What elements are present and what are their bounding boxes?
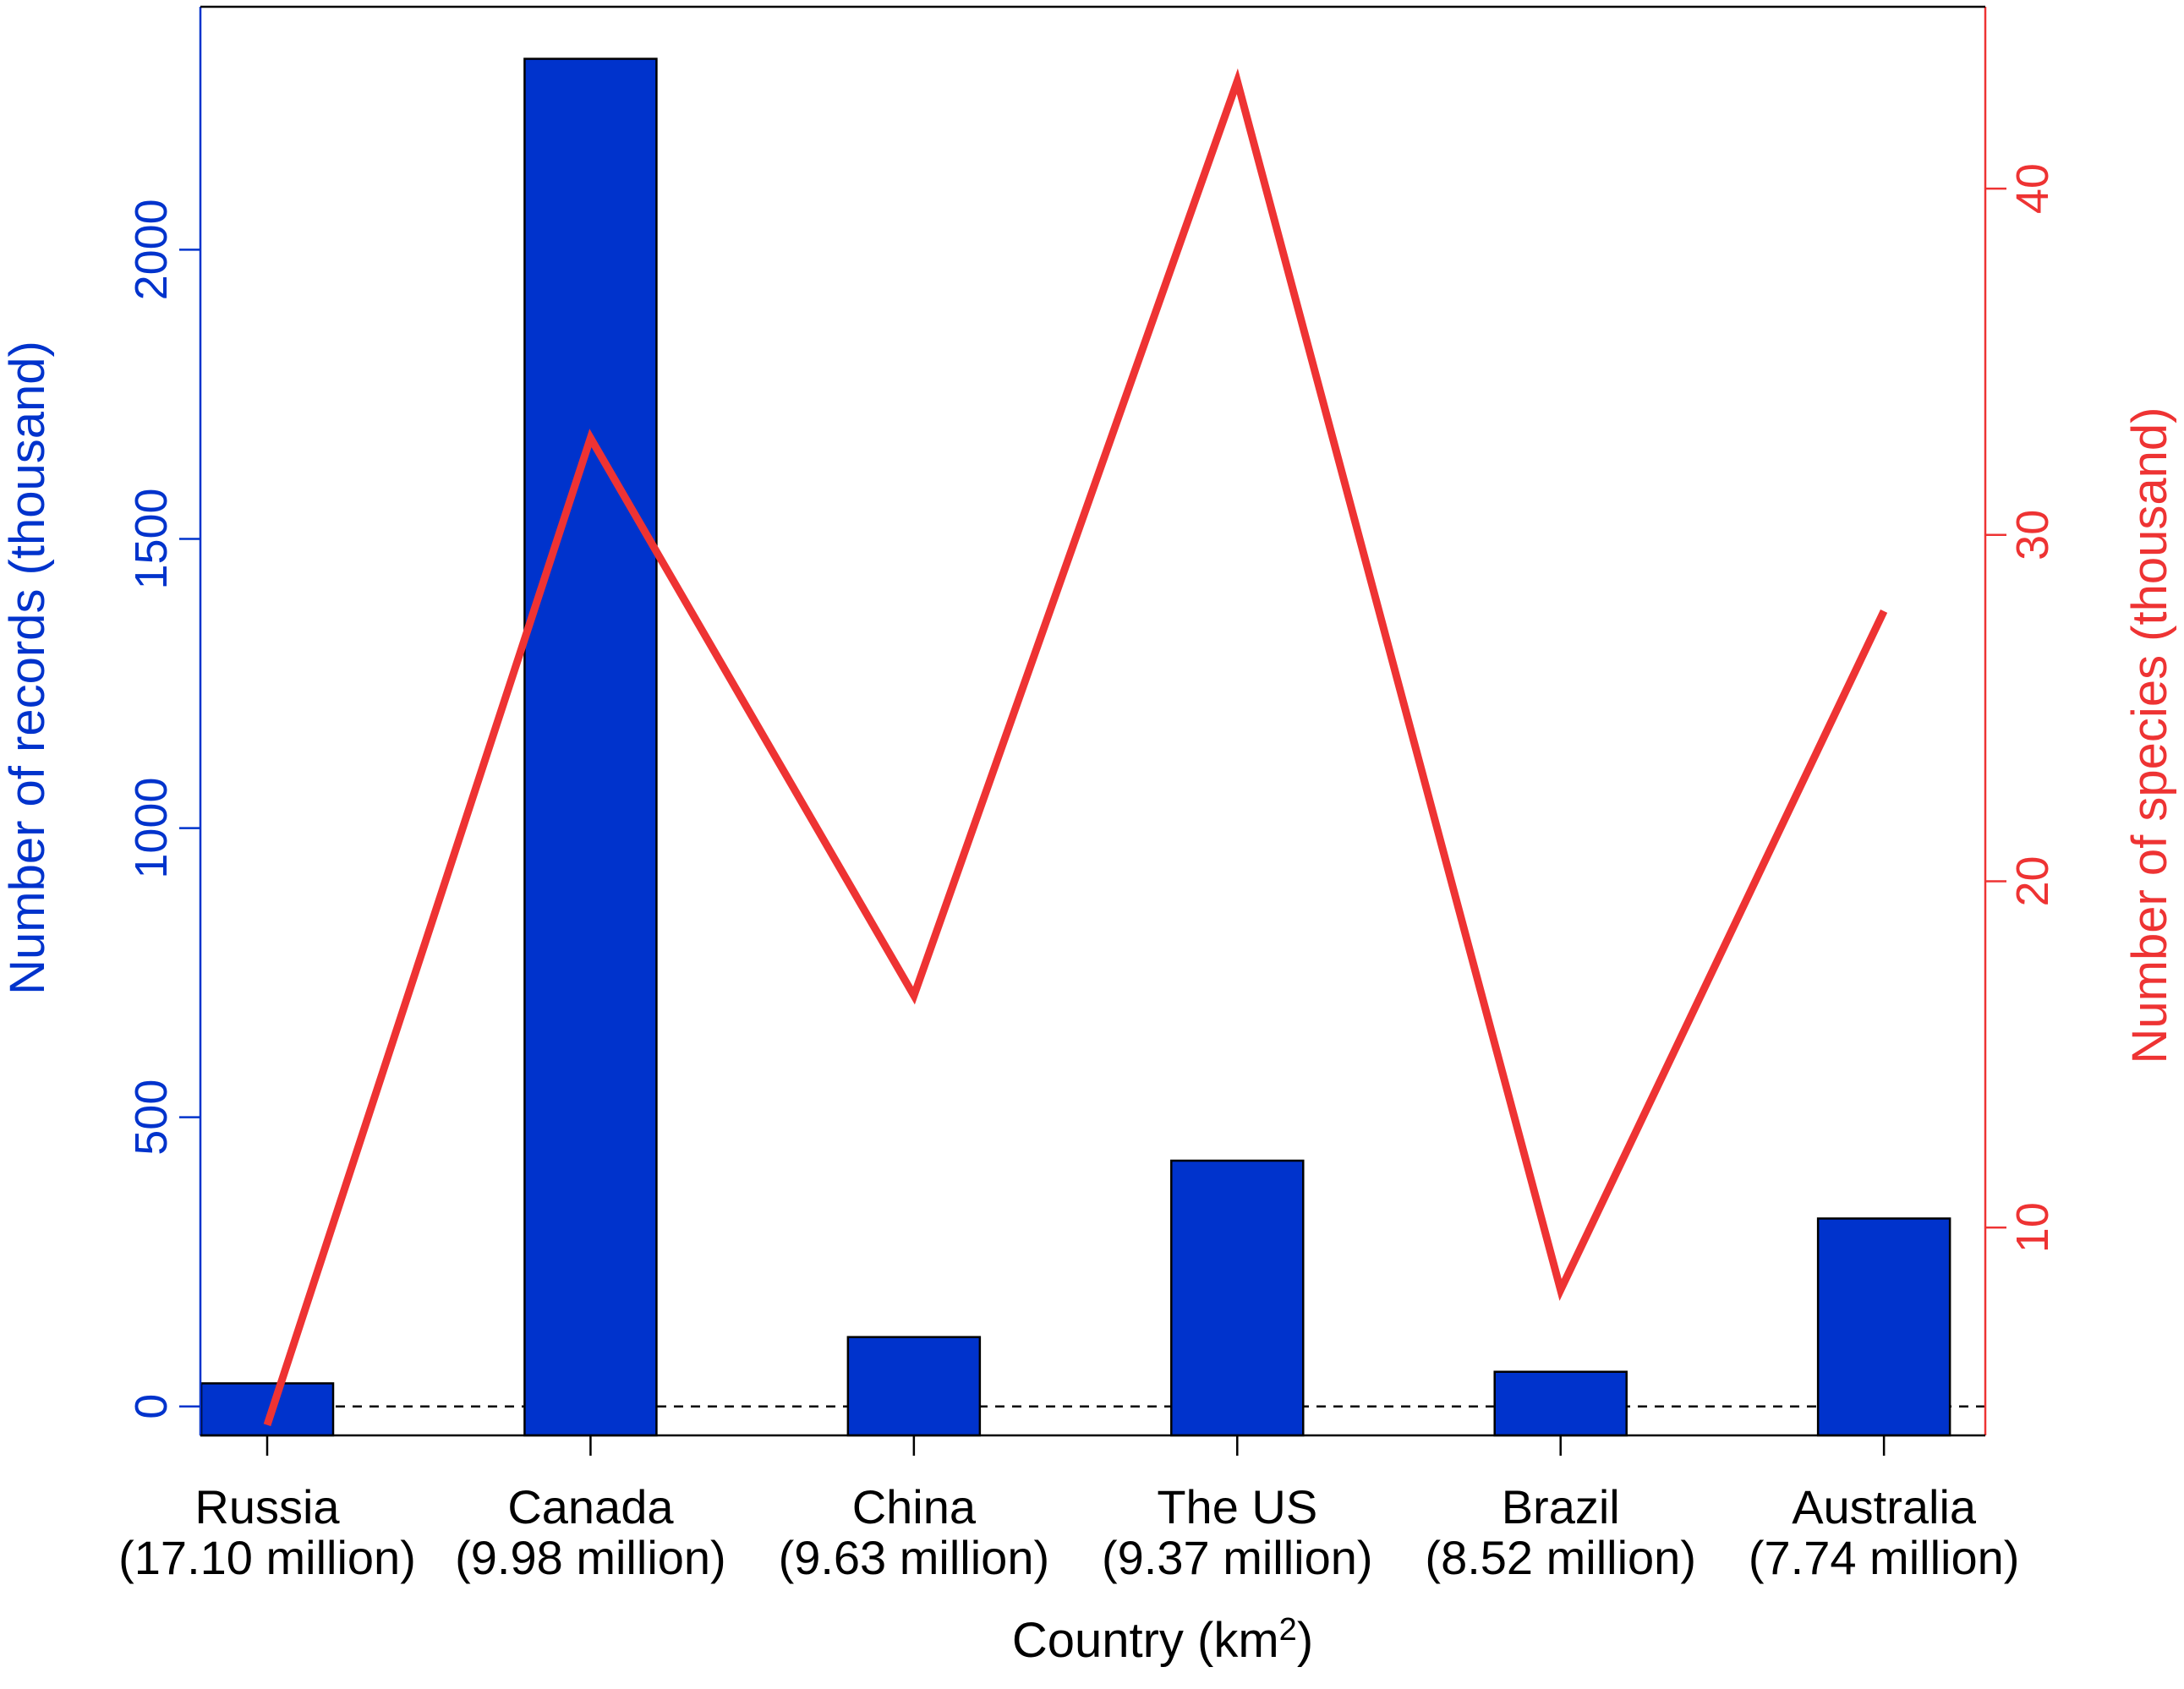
y-tick-label: 2000 <box>126 199 177 300</box>
bar-russia <box>200 1382 335 1437</box>
y2-tick-label: 10 <box>2007 1202 2058 1253</box>
y2-tick-label: 20 <box>2007 855 2058 906</box>
x-tick-sublabel: (17.10 million) <box>118 1531 416 1584</box>
y2-tick-label: 40 <box>2007 163 2058 214</box>
y-axis-label: Number of records (thousand) <box>0 341 55 995</box>
x-tick-sublabel: (9.37 million) <box>1102 1531 1373 1584</box>
x-tick-sublabel: (9.63 million) <box>779 1531 1050 1584</box>
x-axis-label-close: ) <box>1297 1613 1313 1668</box>
y-tick-label: 1000 <box>126 778 177 879</box>
x-tick-label: Brazil <box>1502 1480 1620 1533</box>
x-tick-sublabel: (7.74 million) <box>1749 1531 2020 1584</box>
bar-china <box>846 1336 982 1437</box>
y2-tick-label: 30 <box>2007 510 2058 560</box>
bar-the-us <box>1170 1159 1305 1437</box>
x-axis-label-main: Country (km <box>1012 1613 1279 1668</box>
bar-brazil <box>1493 1370 1628 1437</box>
x-axis-label-superscript: 2 <box>1279 1612 1297 1648</box>
x-axis-label: Country (km2) <box>1012 1612 1313 1668</box>
axes: 0 500 1000 1500 2000 10 20 30 40 Russia(17.10 mil… <box>118 5 2058 1584</box>
y2-axis-label: Number of species (thousand) <box>2122 407 2177 1064</box>
y-tick-label: 1500 <box>126 488 177 589</box>
plot-area <box>200 57 1985 1437</box>
x-tick-sublabel: (8.52 million) <box>1425 1531 1696 1584</box>
x-tick-label: Russia <box>194 1480 340 1533</box>
x-tick-label: Australia <box>1792 1480 1977 1533</box>
x-tick-sublabel: (9.98 million) <box>455 1531 726 1584</box>
bar-canada <box>523 57 658 1437</box>
bar-australia <box>1816 1217 1951 1437</box>
x-tick-label: The US <box>1157 1480 1317 1533</box>
species-line <box>263 68 1888 1427</box>
y-tick-label: 0 <box>126 1394 177 1419</box>
x-tick-label: China <box>852 1480 977 1533</box>
y-tick-label: 500 <box>126 1080 177 1156</box>
x-tick-label: Canada <box>507 1480 674 1533</box>
